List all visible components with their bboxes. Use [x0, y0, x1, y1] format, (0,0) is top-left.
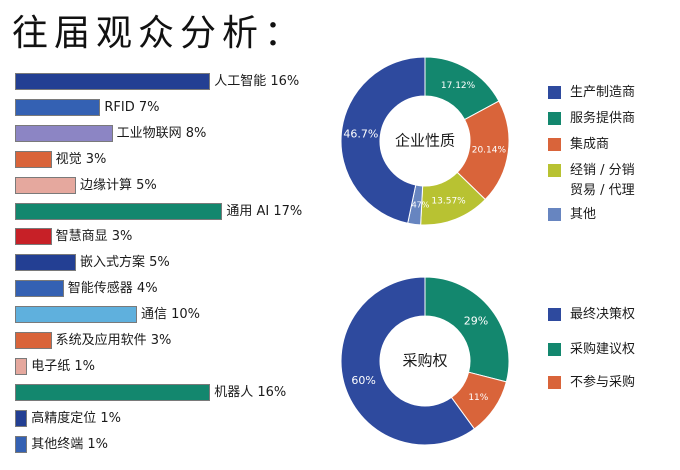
- bar: [15, 73, 211, 90]
- bar: [15, 176, 76, 194]
- donut-center-label: 企业性质: [395, 132, 455, 150]
- bar-label: 其他终端 1%: [31, 436, 108, 452]
- bar: [15, 150, 52, 168]
- legend-label: 集成商: [570, 137, 610, 152]
- legend-label: 生产制造商: [570, 85, 636, 100]
- legend-label: 服务提供商: [570, 111, 636, 126]
- bar-label: 电子纸 1%: [31, 358, 95, 374]
- legend-label: 其他: [570, 207, 597, 222]
- bar-label: 智慧商显 3%: [55, 229, 133, 245]
- bar: [15, 254, 76, 272]
- legend-swatch: [548, 308, 561, 321]
- legend-swatch: [548, 376, 561, 389]
- bar-label: 通用 AI 17%: [226, 203, 303, 219]
- bar: [15, 357, 28, 375]
- bar-label: 机器人 16%: [214, 384, 287, 400]
- legend-swatch: [548, 164, 561, 177]
- legend-swatch: [548, 86, 561, 99]
- bar-label: RFID 7%: [104, 99, 160, 115]
- bar: [15, 435, 28, 453]
- legend-swatch: [548, 343, 561, 356]
- bar: [15, 124, 113, 142]
- bar: [15, 409, 28, 427]
- slice-label: 29%: [464, 314, 488, 327]
- legend-swatch: [548, 208, 561, 221]
- bar-label: 人工智能 16%: [214, 74, 300, 89]
- bar: [15, 228, 52, 246]
- donut-chart-enterprise-nature: 17.12% 20.14% 13.57%2.47% 46.7% 企业性质: [340, 56, 510, 226]
- bar-label: 工业物联网 8%: [116, 125, 207, 141]
- bar-label: 智能传感器 4%: [67, 281, 158, 297]
- donut-chart-purchasing-power: 29% 11% 60% 采购权: [340, 276, 510, 446]
- bar-label: 嵌入式方案 5%: [80, 255, 170, 271]
- bar: [15, 280, 64, 298]
- bar-chart: 人工智能 16% RFID 7% 工业物联网 8% 视觉 3% 边缘计算 5% 通用 AI…: [15, 73, 303, 453]
- legend-label: 采购建议权: [570, 342, 636, 357]
- bar: [15, 98, 101, 116]
- slice-label: 13.57%: [431, 197, 466, 207]
- donut-slice: [340, 276, 476, 446]
- bar-label: 边缘计算 5%: [80, 177, 157, 193]
- bar-label: 系统及应用软件 3%: [55, 333, 172, 348]
- slice-label: 46.7%: [343, 127, 378, 140]
- slice-label: 20.14%: [472, 145, 507, 155]
- legend-label: 最终决策权: [570, 307, 636, 322]
- legend-swatch: [548, 112, 561, 125]
- bar-label: 通信 10%: [141, 307, 201, 323]
- slice-label: 2.47%: [404, 200, 430, 209]
- donut-slice: [340, 56, 426, 224]
- page-title: 往届观众分析：: [12, 13, 307, 54]
- bar: [15, 306, 137, 324]
- donut-slice: [424, 276, 510, 383]
- slice-label: 17.12%: [441, 81, 476, 91]
- legend-swatch: [548, 138, 561, 151]
- legend-label: 经销 / 分销: [570, 163, 635, 178]
- legend-label: 不参与采购: [570, 375, 636, 390]
- bar: [15, 202, 223, 220]
- slice-label: 11%: [468, 393, 488, 403]
- bar: [15, 332, 52, 349]
- slice-label: 60%: [351, 374, 375, 387]
- bar-label: 高精度定位 1%: [31, 410, 121, 426]
- donut-center-label: 采购权: [402, 352, 447, 370]
- bar-label: 视觉 3%: [55, 151, 107, 167]
- bar: [15, 383, 211, 401]
- legend-label-line2: 贸易 / 代理: [570, 183, 635, 198]
